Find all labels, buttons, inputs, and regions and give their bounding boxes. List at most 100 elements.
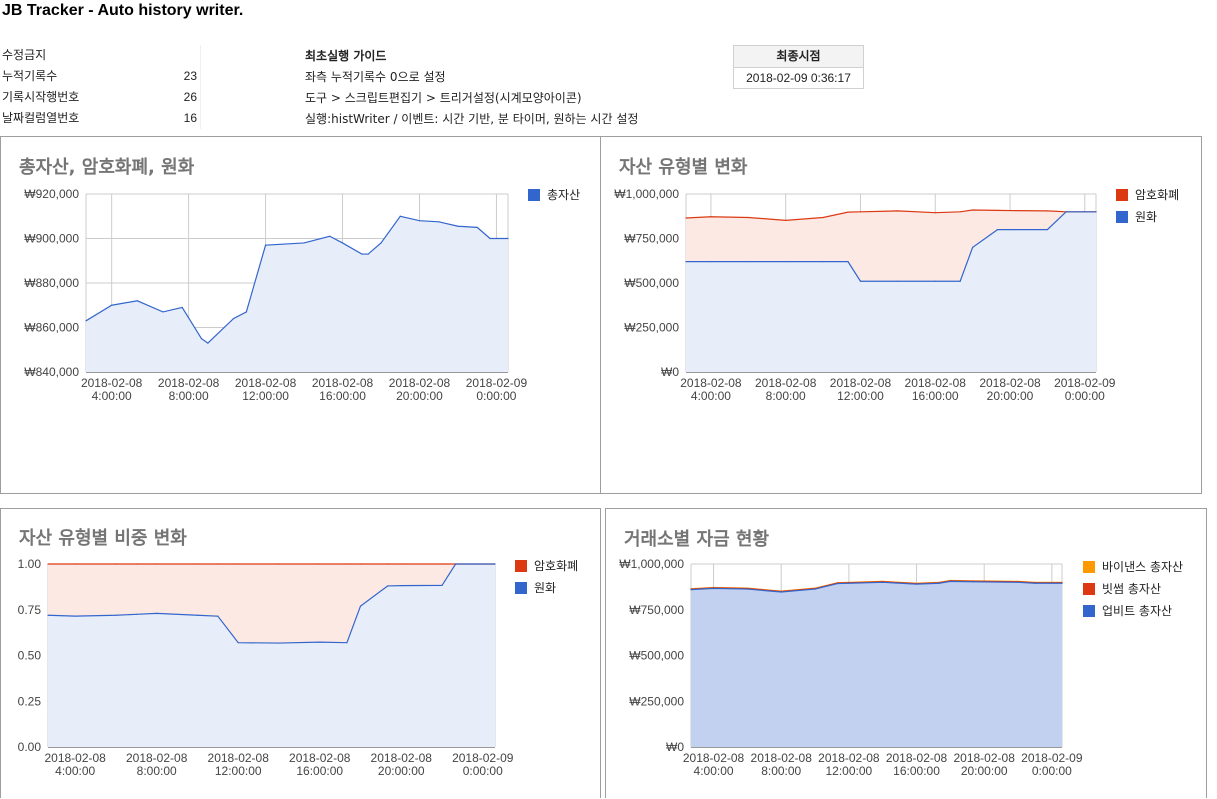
chart-title: 총자산, 암호화폐, 원화 — [19, 157, 195, 178]
data-point — [814, 588, 816, 590]
data-point — [996, 209, 999, 211]
x-tick-label: 2018-02-08 — [818, 751, 880, 765]
data-point — [959, 280, 961, 282]
info-row[interactable]: 날짜컬럼열번호 16 — [0, 108, 200, 129]
data-point — [934, 212, 936, 214]
info-row[interactable]: 기록시작행번호 26 — [0, 87, 200, 108]
data-point — [1065, 211, 1067, 213]
data-point — [1061, 582, 1063, 584]
data-point — [1034, 582, 1036, 584]
data-point — [1046, 210, 1048, 212]
data-point — [859, 280, 862, 282]
x-tick-label: 2018-02-08 — [751, 751, 813, 765]
info-label: 수정금지 — [2, 48, 47, 62]
data-point — [712, 587, 715, 589]
data-point — [949, 580, 951, 582]
data-point — [418, 220, 421, 222]
info-label: 기록시작행번호 — [2, 90, 80, 104]
y-tick-label: ₩1,000,000 — [614, 187, 679, 201]
chart-asset-type-ratio[interactable]: 자산 유형별 비중 변화 0.00 0.25 0.50 0.75 1.00 2018-02-… — [0, 508, 601, 798]
info-row[interactable]: 누적기록수 23 — [0, 66, 200, 87]
data-point — [74, 563, 76, 565]
legend-label: 바이낸스 총자산 — [1102, 560, 1183, 574]
data-point — [897, 280, 899, 282]
data-point — [400, 563, 402, 565]
x-tick-label: 2018-02-08 — [126, 751, 188, 765]
data-point — [996, 229, 999, 231]
y-tick-label: ₩840,000 — [24, 365, 79, 379]
chart-exchange-funds[interactable]: 거래소별 자금 현황 ₩0 ₩250,000 ₩500,000 ₩750,000 ₩1,0… — [605, 508, 1207, 798]
x-tick-label: 8:00:00 — [766, 389, 806, 403]
legend-swatch — [1116, 211, 1128, 223]
last-time-value[interactable]: 2018-02-09 0:36:17 — [746, 71, 851, 85]
data-point — [156, 563, 158, 565]
info-value: 16 — [183, 111, 197, 125]
x-tick-label: 4:00:00 — [694, 764, 734, 778]
data-point — [780, 591, 782, 593]
data-point — [934, 280, 936, 282]
x-tick-label: 2018-02-08 — [312, 376, 374, 390]
x-tick-label: 2018-02-08 — [886, 751, 948, 765]
x-tick-label: 0:00:00 — [463, 764, 503, 778]
data-point — [690, 589, 692, 591]
chart-title: 자산 유형별 변화 — [619, 157, 748, 178]
data-point — [135, 613, 137, 615]
data-point — [785, 261, 787, 263]
data-point — [346, 642, 348, 644]
x-tick-label: 16:00:00 — [296, 764, 343, 778]
area-fill-1 — [686, 211, 1096, 372]
x-tick-label: 20:00:00 — [961, 764, 1008, 778]
chart-asset-type-change[interactable]: 자산 유형별 변화 ₩0 ₩250,000 ₩500,000 ₩750,000 ₩1,00… — [600, 136, 1202, 494]
data-point — [232, 318, 235, 320]
data-point — [457, 225, 459, 227]
data-point — [972, 581, 974, 583]
data-point — [319, 563, 321, 565]
legend-label: 암호화폐 — [1135, 188, 1179, 202]
data-point — [196, 563, 199, 565]
legend-swatch — [528, 189, 540, 201]
data-point — [747, 261, 749, 263]
data-point — [217, 563, 219, 565]
data-point — [847, 211, 849, 213]
data-point — [897, 210, 899, 212]
y-tick-label: 0.00 — [18, 740, 42, 754]
data-point — [111, 304, 113, 306]
x-tick-label: 20:00:00 — [987, 389, 1034, 403]
legend-label: 빗썸 총자산 — [1102, 582, 1161, 596]
x-tick-label: 2018-02-08 — [44, 751, 106, 765]
chart-total-assets[interactable]: 총자산, 암호화폐, 원화 ₩840,000 ₩860,000 ₩880,000 ₩90… — [0, 136, 601, 494]
y-tick-label: ₩750,000 — [624, 232, 679, 246]
data-point — [441, 563, 443, 565]
x-tick-label: 16:00:00 — [893, 764, 940, 778]
data-point — [85, 320, 87, 322]
x-tick-label: 12:00:00 — [837, 389, 884, 403]
y-tick-label: ₩880,000 — [24, 276, 79, 290]
legend-swatch — [515, 582, 527, 594]
y-tick-label: 0.25 — [18, 694, 42, 708]
data-point — [217, 615, 219, 617]
data-point — [237, 642, 239, 644]
y-tick-label: ₩0 — [666, 740, 684, 754]
x-tick-label: 8:00:00 — [169, 389, 209, 403]
data-point — [848, 582, 850, 584]
info-value: 23 — [183, 69, 197, 83]
data-point — [1046, 229, 1048, 231]
y-tick-label: ₩250,000 — [624, 321, 679, 335]
y-tick-label: ₩900,000 — [24, 232, 79, 246]
data-point — [319, 641, 321, 643]
info-label: 누적기록수 — [2, 69, 58, 83]
data-point — [361, 253, 363, 255]
data-point — [972, 246, 974, 248]
legend-swatch — [515, 560, 527, 572]
info-row[interactable]: 수정금지 — [0, 45, 200, 66]
data-point — [685, 261, 687, 263]
setup-guide: 최초실행 가이드 좌측 누적기록수 0으로 설정 도구 > 스크립트편집기 > … — [305, 45, 638, 130]
guide-title: 최초실행 가이드 — [305, 49, 387, 63]
data-point — [859, 211, 862, 213]
data-point — [746, 588, 748, 590]
data-point — [346, 563, 348, 565]
y-tick-label: 1.00 — [18, 557, 42, 571]
y-tick-label: 0.50 — [18, 649, 42, 663]
data-point — [983, 581, 985, 583]
x-tick-label: 16:00:00 — [912, 389, 959, 403]
